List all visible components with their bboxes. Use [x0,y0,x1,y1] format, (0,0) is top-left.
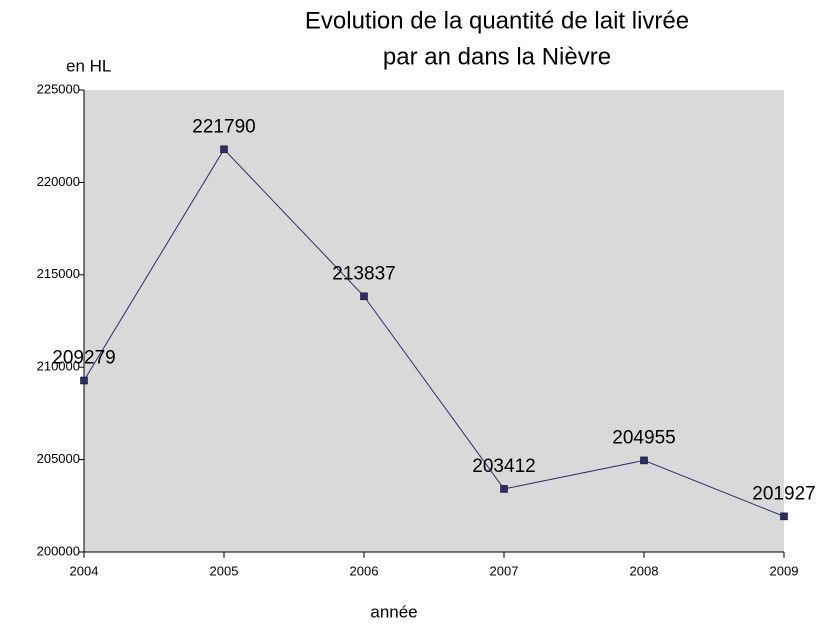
y-tick-label: 200000 [37,543,80,558]
chart-title: Evolution de la quantité de lait livrée [305,7,689,34]
data-label: 221790 [192,116,255,137]
x-tick-label: 2005 [210,563,239,578]
y-tick-label: 225000 [37,81,80,96]
data-label: 204955 [612,427,675,448]
marker [220,145,228,154]
chart-title: par an dans la Nièvre [383,43,611,70]
plot-area [84,90,784,552]
marker [640,456,648,465]
line [83,148,785,517]
marker [780,512,788,521]
marker [360,292,368,301]
marker [500,485,508,493]
data-label: 213837 [332,263,395,284]
y-tick-label: 210000 [37,359,80,374]
data-label: 203412 [472,456,535,477]
x-tick-label: 2004 [70,563,99,578]
y-tick-label: 205000 [37,451,80,466]
x-tick-label: 2009 [770,563,799,578]
x-tick-label: 2006 [350,563,379,578]
y-axis-label: en HL [66,56,111,75]
y-tick-label: 220000 [37,174,80,189]
data-label: 201927 [752,483,815,504]
x-tick-label: 2007 [490,563,519,578]
x-tick-label: 2008 [630,563,659,578]
x-axis-label: année [370,602,417,621]
data-label: 209279 [52,348,115,369]
marker [80,376,88,385]
y-tick-label: 215000 [37,266,80,281]
